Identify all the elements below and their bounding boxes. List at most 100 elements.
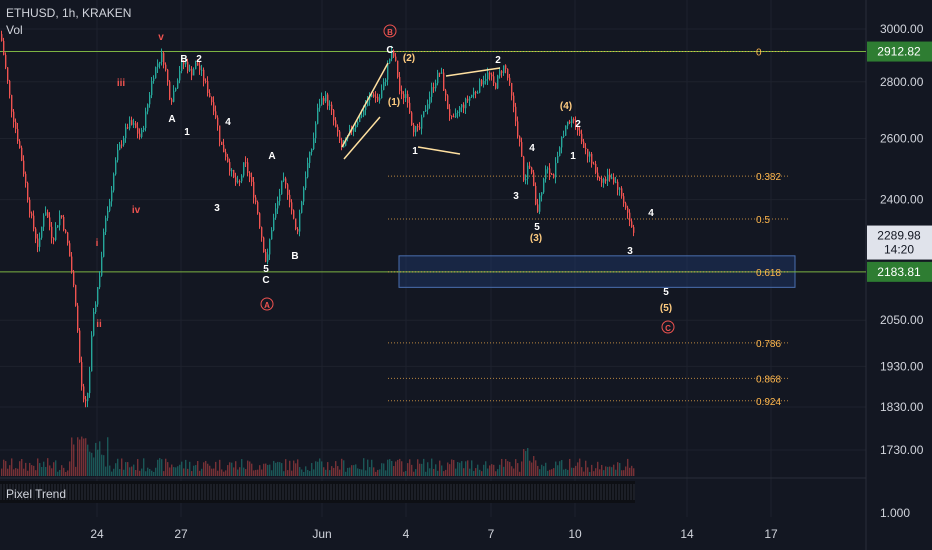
candle-body bbox=[499, 71, 501, 76]
volume-bar bbox=[447, 462, 449, 476]
indicator-pixel bbox=[285, 484, 287, 500]
time-axis[interactable]: 24 27 Jun 4 7 10 14 17 bbox=[90, 527, 778, 541]
candle-body bbox=[403, 94, 405, 99]
volume-bar bbox=[191, 471, 193, 476]
candle-body bbox=[203, 69, 205, 81]
wave-label: 2 bbox=[575, 119, 581, 130]
candle-body bbox=[553, 174, 555, 178]
candle-body bbox=[13, 111, 15, 122]
volume-bar bbox=[517, 463, 519, 476]
volume-bar bbox=[141, 468, 143, 476]
volume-bar bbox=[485, 461, 487, 476]
candle-body bbox=[547, 168, 549, 170]
candle-body bbox=[171, 99, 173, 102]
volume-bar bbox=[85, 438, 87, 476]
volume-bar bbox=[59, 469, 61, 476]
volume-bar bbox=[169, 467, 171, 476]
candle-body bbox=[477, 92, 479, 94]
candle-body bbox=[103, 231, 105, 257]
volume-bar bbox=[117, 458, 119, 476]
indicator-pixel bbox=[393, 484, 395, 500]
candle-body bbox=[581, 133, 583, 142]
candle-body bbox=[225, 152, 227, 157]
volume-bar bbox=[365, 470, 367, 476]
volume-bar bbox=[95, 442, 97, 476]
volume-bar bbox=[65, 471, 67, 476]
candle-body bbox=[453, 116, 455, 118]
candle-body bbox=[369, 96, 371, 101]
candle-body bbox=[39, 237, 41, 247]
volume-bar bbox=[521, 461, 523, 476]
candle-body bbox=[617, 181, 619, 190]
volume-bar bbox=[107, 437, 109, 476]
volume-bar bbox=[93, 457, 95, 476]
candle-body bbox=[611, 177, 613, 179]
indicator-pixel bbox=[606, 484, 608, 500]
candle-body bbox=[231, 169, 233, 172]
volume-bar bbox=[165, 458, 167, 476]
candle-body bbox=[371, 94, 373, 97]
indicator-pixel bbox=[558, 484, 560, 500]
volume-bar bbox=[349, 467, 351, 476]
candle-body bbox=[339, 131, 341, 141]
volume-bar bbox=[281, 463, 283, 476]
candle-body bbox=[425, 109, 427, 112]
candle-body bbox=[479, 80, 481, 93]
fib-retracement[interactable]: 0 0.382 0.5 0.618 0.786 0.868 0.924 bbox=[388, 48, 790, 408]
indicator-pixel bbox=[333, 484, 335, 500]
trend-lines[interactable] bbox=[341, 62, 501, 160]
volume-bar bbox=[509, 461, 511, 476]
candle-body bbox=[409, 102, 411, 113]
indicator-pixel bbox=[204, 484, 206, 500]
indicator-label[interactable]: Pixel Trend bbox=[6, 487, 67, 501]
volume-bar bbox=[291, 470, 293, 476]
volume-bar bbox=[341, 458, 343, 476]
indicator-pixel bbox=[321, 484, 323, 500]
volume-bar bbox=[301, 469, 303, 476]
candle-body bbox=[91, 335, 93, 372]
volume-bar bbox=[463, 468, 465, 476]
candle-body bbox=[61, 215, 63, 218]
candle-body bbox=[429, 96, 431, 105]
indicator-pixel bbox=[546, 484, 548, 500]
volume-bar bbox=[395, 461, 397, 476]
indicator-pixel bbox=[6, 484, 8, 500]
wave-label: C bbox=[665, 324, 671, 333]
indicator-pixel bbox=[183, 484, 185, 500]
candle-body bbox=[67, 232, 69, 244]
indicator-pixel bbox=[462, 484, 464, 500]
indicator-pixel bbox=[255, 484, 257, 500]
volume-bar bbox=[103, 455, 105, 476]
volume-bar bbox=[131, 466, 133, 476]
volume-bar bbox=[465, 461, 467, 476]
indicator-pixel bbox=[369, 484, 371, 500]
candle-body bbox=[255, 197, 257, 203]
indicator-pixel bbox=[312, 484, 314, 500]
wave-label: 3 bbox=[627, 246, 633, 257]
indicator-pixel bbox=[621, 484, 623, 500]
candle-body bbox=[493, 76, 495, 84]
indicator-pixel bbox=[612, 484, 614, 500]
volume-bar bbox=[329, 470, 331, 476]
volume-bar bbox=[347, 467, 349, 476]
price-axis[interactable]: 3000.00 2800.00 2600.00 2400.00 2050.00 1930.… bbox=[867, 22, 932, 457]
volume-bar bbox=[209, 465, 211, 476]
y-tick-label: 3000.00 bbox=[880, 22, 924, 36]
volume-bar bbox=[127, 462, 129, 476]
candle-body bbox=[53, 238, 55, 240]
fib-label: 0.5 bbox=[756, 215, 770, 226]
symbol-header[interactable]: ETHUSD, 1h, KRAKEN bbox=[6, 6, 132, 20]
volume-bar bbox=[619, 462, 621, 476]
indicator-pixel bbox=[126, 484, 128, 500]
candle-body bbox=[377, 96, 379, 101]
candle-body bbox=[607, 174, 609, 182]
price-label-box bbox=[867, 41, 932, 62]
indicator-pixel bbox=[90, 484, 92, 500]
indicator-pixel bbox=[213, 484, 215, 500]
wave-label: 1 bbox=[184, 127, 190, 138]
candle-body bbox=[251, 177, 253, 182]
candle-body bbox=[387, 63, 389, 80]
volume-bar bbox=[143, 458, 145, 476]
indicator-pixel bbox=[36, 484, 38, 500]
